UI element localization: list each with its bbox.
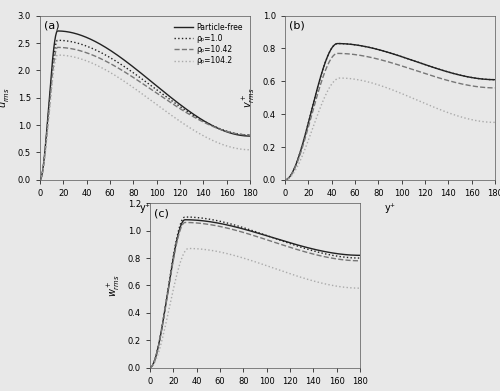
ρₚ=1.0 <box>151 86 157 90</box>
Particle-free <box>54 29 60 33</box>
ρₚ=1.0 <box>137 75 143 80</box>
ρₚ=10.42 <box>162 97 168 101</box>
ρₚ=1.0 <box>247 133 253 137</box>
ρₚ=1.0 <box>162 94 168 99</box>
Particle-free <box>162 91 168 95</box>
ρₚ=10.42 <box>247 133 253 137</box>
Text: (a): (a) <box>44 21 60 30</box>
ρₚ=104.2 <box>37 178 43 182</box>
Line: ρₚ=104.2: ρₚ=104.2 <box>40 55 250 180</box>
ρₚ=10.42 <box>151 89 157 94</box>
ρₚ=104.2 <box>210 138 216 143</box>
ρₚ=10.42 <box>210 124 216 129</box>
ρₚ=10.42 <box>37 178 43 182</box>
Particle-free <box>137 70 143 75</box>
X-axis label: y⁺: y⁺ <box>140 203 150 213</box>
ρₚ=104.2 <box>247 147 253 152</box>
Text: (c): (c) <box>154 208 169 218</box>
Legend: Particle-free, ρₚ=1.0, ρₚ=10.42, ρₚ=104.2: Particle-free, ρₚ=1.0, ρₚ=10.42, ρₚ=104.… <box>170 20 246 68</box>
ρₚ=1.0 <box>37 178 43 182</box>
Line: Particle-free: Particle-free <box>40 31 250 180</box>
Particle-free <box>210 123 216 128</box>
ρₚ=10.42 <box>242 133 248 137</box>
X-axis label: y⁺: y⁺ <box>384 203 396 213</box>
ρₚ=10.42 <box>138 81 144 85</box>
Y-axis label: $u^+_{rms}$: $u^+_{rms}$ <box>0 87 12 108</box>
Particle-free <box>242 134 248 138</box>
Y-axis label: $w^+_{rms}$: $w^+_{rms}$ <box>106 274 122 297</box>
ρₚ=104.2 <box>151 100 157 105</box>
ρₚ=104.2 <box>162 109 168 113</box>
ρₚ=104.2 <box>242 147 248 152</box>
ρₚ=10.42 <box>137 80 143 84</box>
ρₚ=10.42 <box>54 45 60 50</box>
ρₚ=104.2 <box>137 90 143 95</box>
Line: ρₚ=10.42: ρₚ=10.42 <box>40 47 250 180</box>
Particle-free <box>247 134 253 138</box>
Particle-free <box>151 81 157 86</box>
Particle-free <box>37 178 43 182</box>
ρₚ=1.0 <box>242 133 248 137</box>
ρₚ=104.2 <box>138 91 144 96</box>
Y-axis label: $v^+_{rms}$: $v^+_{rms}$ <box>241 88 257 108</box>
ρₚ=1.0 <box>210 123 216 128</box>
ρₚ=1.0 <box>138 76 144 81</box>
ρₚ=104.2 <box>54 53 60 57</box>
Line: ρₚ=1.0: ρₚ=1.0 <box>40 40 250 180</box>
ρₚ=1.0 <box>54 38 60 43</box>
Text: (b): (b) <box>289 21 305 30</box>
Particle-free <box>138 71 144 76</box>
